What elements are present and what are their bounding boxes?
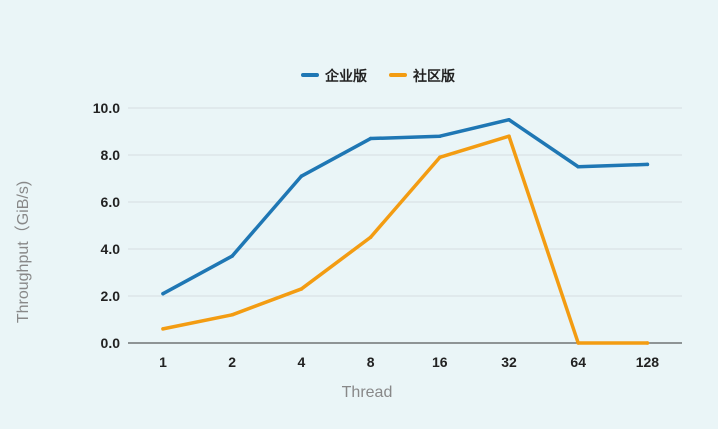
data-point [368, 235, 373, 239]
data-point [161, 291, 165, 296]
data-point [507, 134, 511, 138]
x-tick-label: 4 [298, 354, 306, 370]
x-tick-label: 32 [501, 354, 517, 370]
data-point [507, 118, 511, 122]
y-axis-title: Throughput（GiB/s) [14, 181, 32, 323]
data-point [438, 155, 442, 160]
y-tick-label: 10.0 [93, 100, 120, 116]
data-point [230, 313, 234, 317]
data-point [161, 327, 165, 331]
axes: 0.0 2.0 4.0 6.0 8.0 10.0 1 2 4 8 16 32 64 128 [93, 100, 682, 370]
data-point [438, 134, 442, 138]
x-axis-title: Thread [342, 384, 393, 401]
series-line [161, 134, 650, 345]
y-tick-label: 6.0 [101, 194, 121, 210]
y-tick-label: 2.0 [101, 288, 121, 304]
x-tick-label: 1 [159, 354, 167, 370]
data-point [645, 341, 650, 345]
legend-label: 社区版 [412, 68, 455, 85]
x-tick-label: 8 [367, 354, 375, 370]
y-tick-label: 0.0 [101, 335, 121, 351]
series-line [161, 118, 650, 296]
series-lines [161, 118, 650, 345]
data-point [645, 162, 650, 167]
x-tick-label: 128 [636, 354, 660, 370]
gridlines [128, 107, 682, 297]
x-tick-label: 16 [432, 354, 448, 370]
data-point [299, 174, 304, 178]
data-point [576, 341, 580, 345]
x-tick-label: 2 [228, 354, 236, 370]
y-tick-label: 8.0 [101, 147, 121, 163]
data-point [230, 254, 234, 258]
x-tick-label: 64 [570, 354, 586, 370]
legend: 企业版 社区版 [301, 68, 455, 85]
data-point [368, 136, 373, 141]
data-point [576, 165, 580, 169]
legend-label: 企业版 [324, 68, 367, 85]
y-tick-label: 4.0 [101, 241, 121, 257]
data-point [299, 287, 304, 291]
